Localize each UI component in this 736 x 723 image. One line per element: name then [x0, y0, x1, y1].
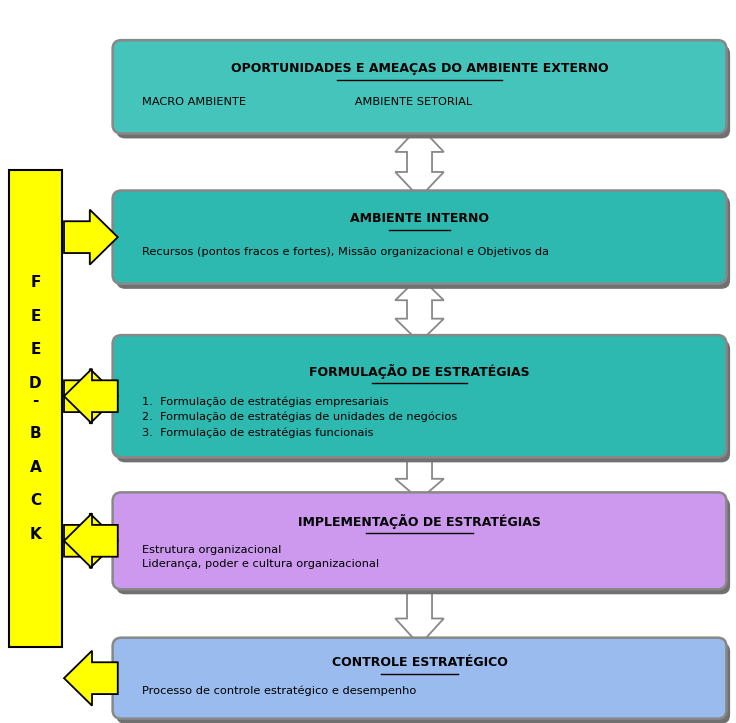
- Polygon shape: [64, 210, 118, 265]
- Polygon shape: [395, 276, 444, 343]
- Text: F

E

E

D
-

B

A

C

K: F E E D - B A C K: [29, 275, 42, 542]
- FancyBboxPatch shape: [116, 497, 730, 594]
- Text: 1.  Formulação de estratégias empresariais
2.  Formulação de estratégias de unid: 1. Formulação de estratégias empresariai…: [142, 397, 458, 437]
- Polygon shape: [64, 513, 118, 568]
- Polygon shape: [64, 513, 118, 568]
- FancyBboxPatch shape: [113, 638, 726, 719]
- FancyBboxPatch shape: [9, 170, 62, 647]
- FancyBboxPatch shape: [113, 492, 726, 589]
- FancyBboxPatch shape: [113, 190, 726, 283]
- Text: IMPLEMENTAÇÃO DE ESTRATÉGIAS: IMPLEMENTAÇÃO DE ESTRATÉGIAS: [298, 514, 541, 529]
- Text: OPORTUNIDADES E AMEAÇAS DO AMBIENTE EXTERNO: OPORTUNIDADES E AMEAÇAS DO AMBIENTE EXTE…: [230, 62, 609, 75]
- Polygon shape: [395, 126, 444, 197]
- FancyBboxPatch shape: [116, 341, 730, 463]
- Text: Recursos (pontos fracos e fortes), Missão organizacional e Objetivos da: Recursos (pontos fracos e fortes), Missã…: [142, 247, 549, 257]
- Polygon shape: [64, 651, 118, 706]
- FancyBboxPatch shape: [116, 195, 730, 288]
- Text: Processo de controle estratégico e desempenho: Processo de controle estratégico e desem…: [142, 685, 417, 696]
- Polygon shape: [395, 450, 444, 500]
- Text: FORMULAÇÃO DE ESTRATÉGIAS: FORMULAÇÃO DE ESTRATÉGIAS: [309, 364, 530, 379]
- Text: AMBIENTE INTERNO: AMBIENTE INTERNO: [350, 213, 489, 226]
- FancyBboxPatch shape: [113, 40, 726, 133]
- FancyBboxPatch shape: [116, 45, 730, 139]
- Text: CONTROLE ESTRATÉGICO: CONTROLE ESTRATÉGICO: [332, 656, 507, 669]
- Text: Estrutura organizacional
Liderança, poder e cultura organizacional: Estrutura organizacional Liderança, pode…: [142, 544, 380, 569]
- Polygon shape: [395, 582, 444, 645]
- Text: MACRO AMBIENTE                              AMBIENTE SETORIAL: MACRO AMBIENTE AMBIENTE SETORIAL: [142, 97, 473, 107]
- FancyBboxPatch shape: [113, 335, 726, 458]
- Polygon shape: [64, 369, 118, 424]
- Polygon shape: [64, 369, 118, 424]
- FancyBboxPatch shape: [116, 643, 730, 723]
